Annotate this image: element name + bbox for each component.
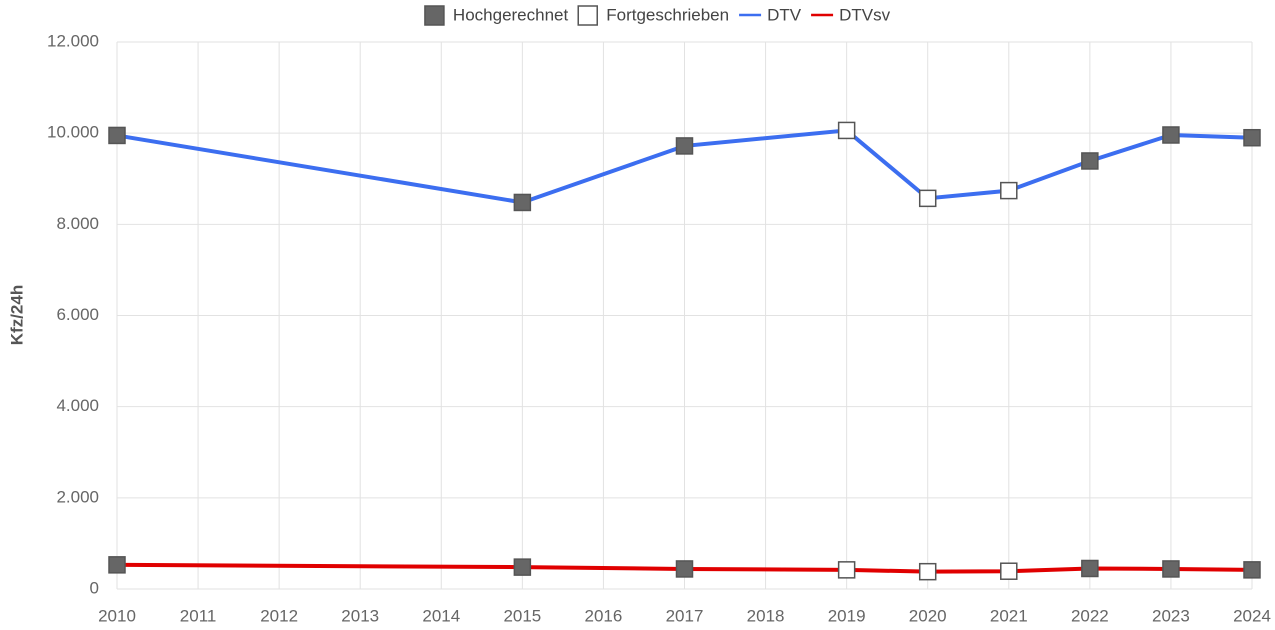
x-tick-label: 2012: [260, 606, 298, 625]
x-tick-label: 2016: [585, 606, 623, 625]
y-tick-label: 8.000: [56, 214, 99, 233]
data-point: [675, 560, 694, 578]
x-tick-label: 2018: [747, 606, 785, 625]
data-point: [108, 556, 126, 574]
data-point: [918, 189, 937, 208]
x-tick-label: 2011: [180, 606, 217, 625]
y-tick-label: 6.000: [56, 305, 99, 324]
legend-marker[interactable]: [577, 5, 598, 26]
data-point: [675, 137, 694, 155]
data-point: [1243, 128, 1261, 147]
y-tick-label: 4.000: [56, 396, 99, 415]
data-point: [1081, 559, 1099, 578]
x-tick-label: 2024: [1233, 606, 1271, 625]
legend-label[interactable]: Hochgerechnet: [453, 5, 569, 24]
legend-label[interactable]: Fortgeschrieben: [606, 5, 729, 24]
y-tick-label: 2.000: [56, 487, 99, 506]
x-tick-label: 2020: [909, 606, 947, 625]
legend-marker[interactable]: [424, 5, 445, 26]
y-axis-label: Kfz/24h: [7, 285, 26, 345]
x-tick-label: 2015: [503, 606, 541, 625]
data-point: [1162, 126, 1180, 144]
data-point: [837, 561, 856, 579]
y-tick-label: 10.000: [47, 123, 99, 142]
x-tick-label: 2010: [98, 606, 136, 625]
x-tick-label: 2014: [422, 606, 460, 625]
data-point: [513, 558, 532, 576]
x-tick-label: 2022: [1071, 606, 1109, 625]
data-point: [918, 562, 937, 581]
data-point: [513, 193, 532, 212]
data-point: [837, 121, 856, 140]
x-tick-label: 2021: [990, 606, 1028, 625]
x-tick-label: 2013: [341, 606, 379, 625]
x-tick-label: 2017: [666, 606, 704, 625]
data-point: [1000, 562, 1018, 580]
data-point: [1000, 181, 1018, 200]
x-tick-label: 2023: [1152, 606, 1190, 625]
legend-label[interactable]: DTVsv: [839, 5, 891, 24]
data-point: [108, 126, 126, 145]
y-tick-label: 0: [90, 578, 99, 597]
data-point: [1243, 561, 1261, 579]
y-tick-label: 12.000: [47, 31, 99, 50]
x-tick-label: 2019: [828, 606, 866, 625]
legend-label[interactable]: DTV: [767, 5, 802, 24]
data-point: [1162, 560, 1180, 578]
data-point: [1081, 152, 1099, 170]
